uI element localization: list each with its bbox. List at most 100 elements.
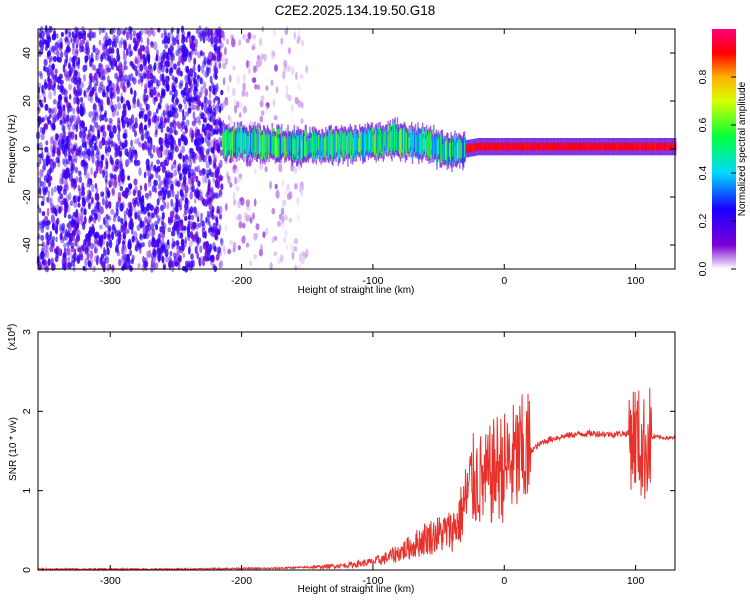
noise-speckle xyxy=(143,61,147,71)
noise-speckle xyxy=(146,194,149,200)
carrier-cell xyxy=(463,136,466,158)
noise-speckle xyxy=(214,95,219,101)
noise-speckle xyxy=(206,150,210,158)
carrier-cell xyxy=(451,140,453,168)
noise-speckle xyxy=(231,39,236,48)
noise-speckle xyxy=(55,236,58,243)
noise-speckle xyxy=(189,82,194,89)
noise-speckle xyxy=(162,226,166,235)
noise-speckle xyxy=(87,153,91,161)
noise-speckle xyxy=(207,99,212,107)
noise-speckle xyxy=(57,84,60,90)
noise-speckle xyxy=(98,86,103,94)
noise-speckle xyxy=(66,122,70,128)
noise-speckle xyxy=(180,238,184,247)
noise-speckle xyxy=(224,203,228,211)
noise-speckle xyxy=(240,196,244,203)
noise-speckle xyxy=(74,166,79,174)
noise-speckle xyxy=(283,59,288,69)
noise-speckle xyxy=(290,243,294,251)
noise-speckle xyxy=(122,237,127,245)
noise-speckle xyxy=(178,216,181,225)
noise-speckle xyxy=(294,183,298,190)
noise-speckle xyxy=(40,30,45,40)
noise-speckle xyxy=(232,65,236,71)
carrier-cell xyxy=(668,142,671,151)
carrier-cell xyxy=(594,142,596,151)
noise-speckle xyxy=(283,237,287,244)
carrier-cell xyxy=(380,130,382,154)
noise-speckle xyxy=(87,94,92,102)
carrier-cell xyxy=(569,142,571,151)
noise-speckle xyxy=(57,109,62,116)
noise-speckle xyxy=(72,145,77,152)
carrier-cell xyxy=(622,142,624,151)
noise-speckle xyxy=(194,97,198,105)
carrier-cell xyxy=(470,144,472,152)
noise-speckle xyxy=(178,198,183,208)
carrier-cell xyxy=(545,142,547,151)
noise-speckle xyxy=(129,249,133,257)
noise-speckle xyxy=(203,56,207,65)
noise-speckle xyxy=(57,56,62,63)
carrier-cell xyxy=(495,142,497,151)
noise-speckle xyxy=(213,137,217,145)
noise-speckle xyxy=(236,100,239,109)
noise-speckle xyxy=(164,103,170,112)
noise-speckle xyxy=(100,64,104,74)
noise-speckle xyxy=(107,146,112,153)
noise-speckle xyxy=(71,56,76,63)
noise-speckle xyxy=(61,222,66,231)
carrier-cell xyxy=(385,128,388,152)
carrier-cell xyxy=(646,142,648,151)
carrier-cell xyxy=(469,144,471,152)
carrier-cell xyxy=(484,142,486,151)
carrier-cell xyxy=(424,131,426,153)
noise-speckle xyxy=(271,207,276,215)
noise-speckle xyxy=(92,115,97,121)
noise-speckle xyxy=(94,231,100,238)
noise-speckle xyxy=(216,145,221,154)
noise-speckle xyxy=(193,71,197,79)
noise-speckle xyxy=(271,236,275,244)
noise-speckle xyxy=(89,95,94,104)
noise-speckle xyxy=(61,227,65,234)
carrier-cell xyxy=(619,142,621,151)
noise-speckle xyxy=(238,39,242,47)
noise-speckle xyxy=(70,242,75,249)
carrier-cell xyxy=(624,142,626,151)
noise-speckle xyxy=(212,119,217,126)
noise-speckle xyxy=(189,206,194,214)
noise-speckle xyxy=(122,132,127,139)
noise-speckle xyxy=(176,67,181,77)
noise-speckle xyxy=(61,175,65,185)
noise-speckle xyxy=(44,243,48,253)
carrier-cell xyxy=(665,142,667,151)
noise-speckle xyxy=(147,230,151,238)
carrier-cell xyxy=(640,142,642,151)
noise-speckle xyxy=(86,172,90,180)
noise-speckle xyxy=(208,108,213,115)
noise-speckle xyxy=(104,145,108,154)
noise-speckle xyxy=(153,86,157,96)
noise-speckle xyxy=(214,169,219,179)
noise-speckle xyxy=(153,96,158,102)
carrier-cell xyxy=(657,142,660,151)
carrier-cell xyxy=(481,142,483,151)
noise-speckle xyxy=(98,167,102,174)
carrier-cell xyxy=(642,142,645,151)
noise-speckle xyxy=(141,241,146,248)
noise-speckle xyxy=(208,91,212,100)
carrier-cell xyxy=(467,144,470,153)
noise-speckle xyxy=(157,150,162,158)
noise-speckle xyxy=(272,50,276,57)
noise-speckle xyxy=(124,228,129,235)
noise-speckle xyxy=(64,179,68,188)
noise-speckle xyxy=(83,169,87,176)
noise-speckle xyxy=(88,72,93,81)
carrier-cell xyxy=(342,131,344,160)
noise-speckle xyxy=(134,138,139,145)
noise-speckle xyxy=(187,87,191,94)
carrier-cell xyxy=(503,142,505,151)
noise-speckle xyxy=(95,159,99,167)
